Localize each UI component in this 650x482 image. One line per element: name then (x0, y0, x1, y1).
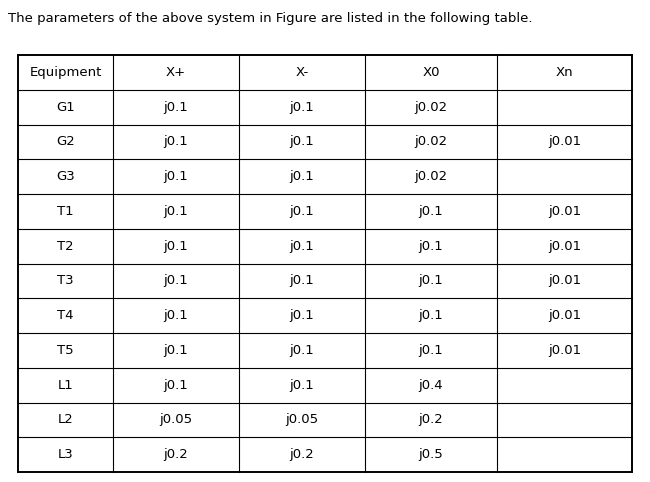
Bar (18, 55, 632, 472)
Text: j0.1: j0.1 (290, 274, 315, 287)
Text: j0.1: j0.1 (290, 101, 315, 114)
Text: G2: G2 (56, 135, 75, 148)
Text: j0.1: j0.1 (419, 240, 443, 253)
Text: j0.1: j0.1 (164, 344, 188, 357)
Text: j0.1: j0.1 (164, 379, 188, 391)
Text: T5: T5 (57, 344, 74, 357)
Text: j0.1: j0.1 (419, 205, 443, 218)
Text: j0.1: j0.1 (290, 309, 315, 322)
Text: j0.1: j0.1 (164, 135, 188, 148)
Text: The parameters of the above system in Figure are listed in the following table.: The parameters of the above system in Fi… (8, 12, 532, 25)
Text: G1: G1 (56, 101, 75, 114)
Text: j0.05: j0.05 (285, 414, 318, 427)
Text: X+: X+ (166, 66, 186, 79)
Text: L1: L1 (58, 379, 73, 391)
Text: j0.1: j0.1 (290, 135, 315, 148)
Text: L3: L3 (58, 448, 73, 461)
Text: G3: G3 (56, 170, 75, 183)
Text: L2: L2 (58, 414, 73, 427)
Text: T4: T4 (57, 309, 74, 322)
Text: j0.1: j0.1 (290, 240, 315, 253)
Text: j0.01: j0.01 (548, 135, 581, 148)
Text: j0.1: j0.1 (164, 205, 188, 218)
Text: j0.1: j0.1 (290, 344, 315, 357)
Text: j0.01: j0.01 (548, 240, 581, 253)
Text: j0.1: j0.1 (290, 379, 315, 391)
Text: j0.4: j0.4 (419, 379, 443, 391)
Text: j0.1: j0.1 (290, 205, 315, 218)
Text: j0.02: j0.02 (414, 170, 447, 183)
Text: j0.5: j0.5 (419, 448, 443, 461)
Text: T3: T3 (57, 274, 74, 287)
Text: j0.01: j0.01 (548, 274, 581, 287)
Text: j0.05: j0.05 (159, 414, 192, 427)
Text: j0.1: j0.1 (164, 101, 188, 114)
Text: Equipment: Equipment (29, 66, 102, 79)
Text: j0.1: j0.1 (419, 309, 443, 322)
Text: j0.1: j0.1 (164, 309, 188, 322)
Text: j0.1: j0.1 (164, 274, 188, 287)
Text: j0.1: j0.1 (419, 344, 443, 357)
Text: T2: T2 (57, 240, 74, 253)
Text: j0.1: j0.1 (290, 170, 315, 183)
Text: j0.01: j0.01 (548, 344, 581, 357)
Text: j0.01: j0.01 (548, 205, 581, 218)
Text: X0: X0 (422, 66, 439, 79)
Text: j0.1: j0.1 (419, 274, 443, 287)
Text: j0.01: j0.01 (548, 309, 581, 322)
Text: j0.02: j0.02 (414, 135, 447, 148)
Text: j0.1: j0.1 (164, 240, 188, 253)
Text: j0.2: j0.2 (164, 448, 188, 461)
Text: T1: T1 (57, 205, 74, 218)
Text: j0.2: j0.2 (290, 448, 315, 461)
Text: j0.2: j0.2 (419, 414, 443, 427)
Text: X-: X- (295, 66, 309, 79)
Text: Xn: Xn (556, 66, 573, 79)
Text: j0.02: j0.02 (414, 101, 447, 114)
Text: j0.1: j0.1 (164, 170, 188, 183)
